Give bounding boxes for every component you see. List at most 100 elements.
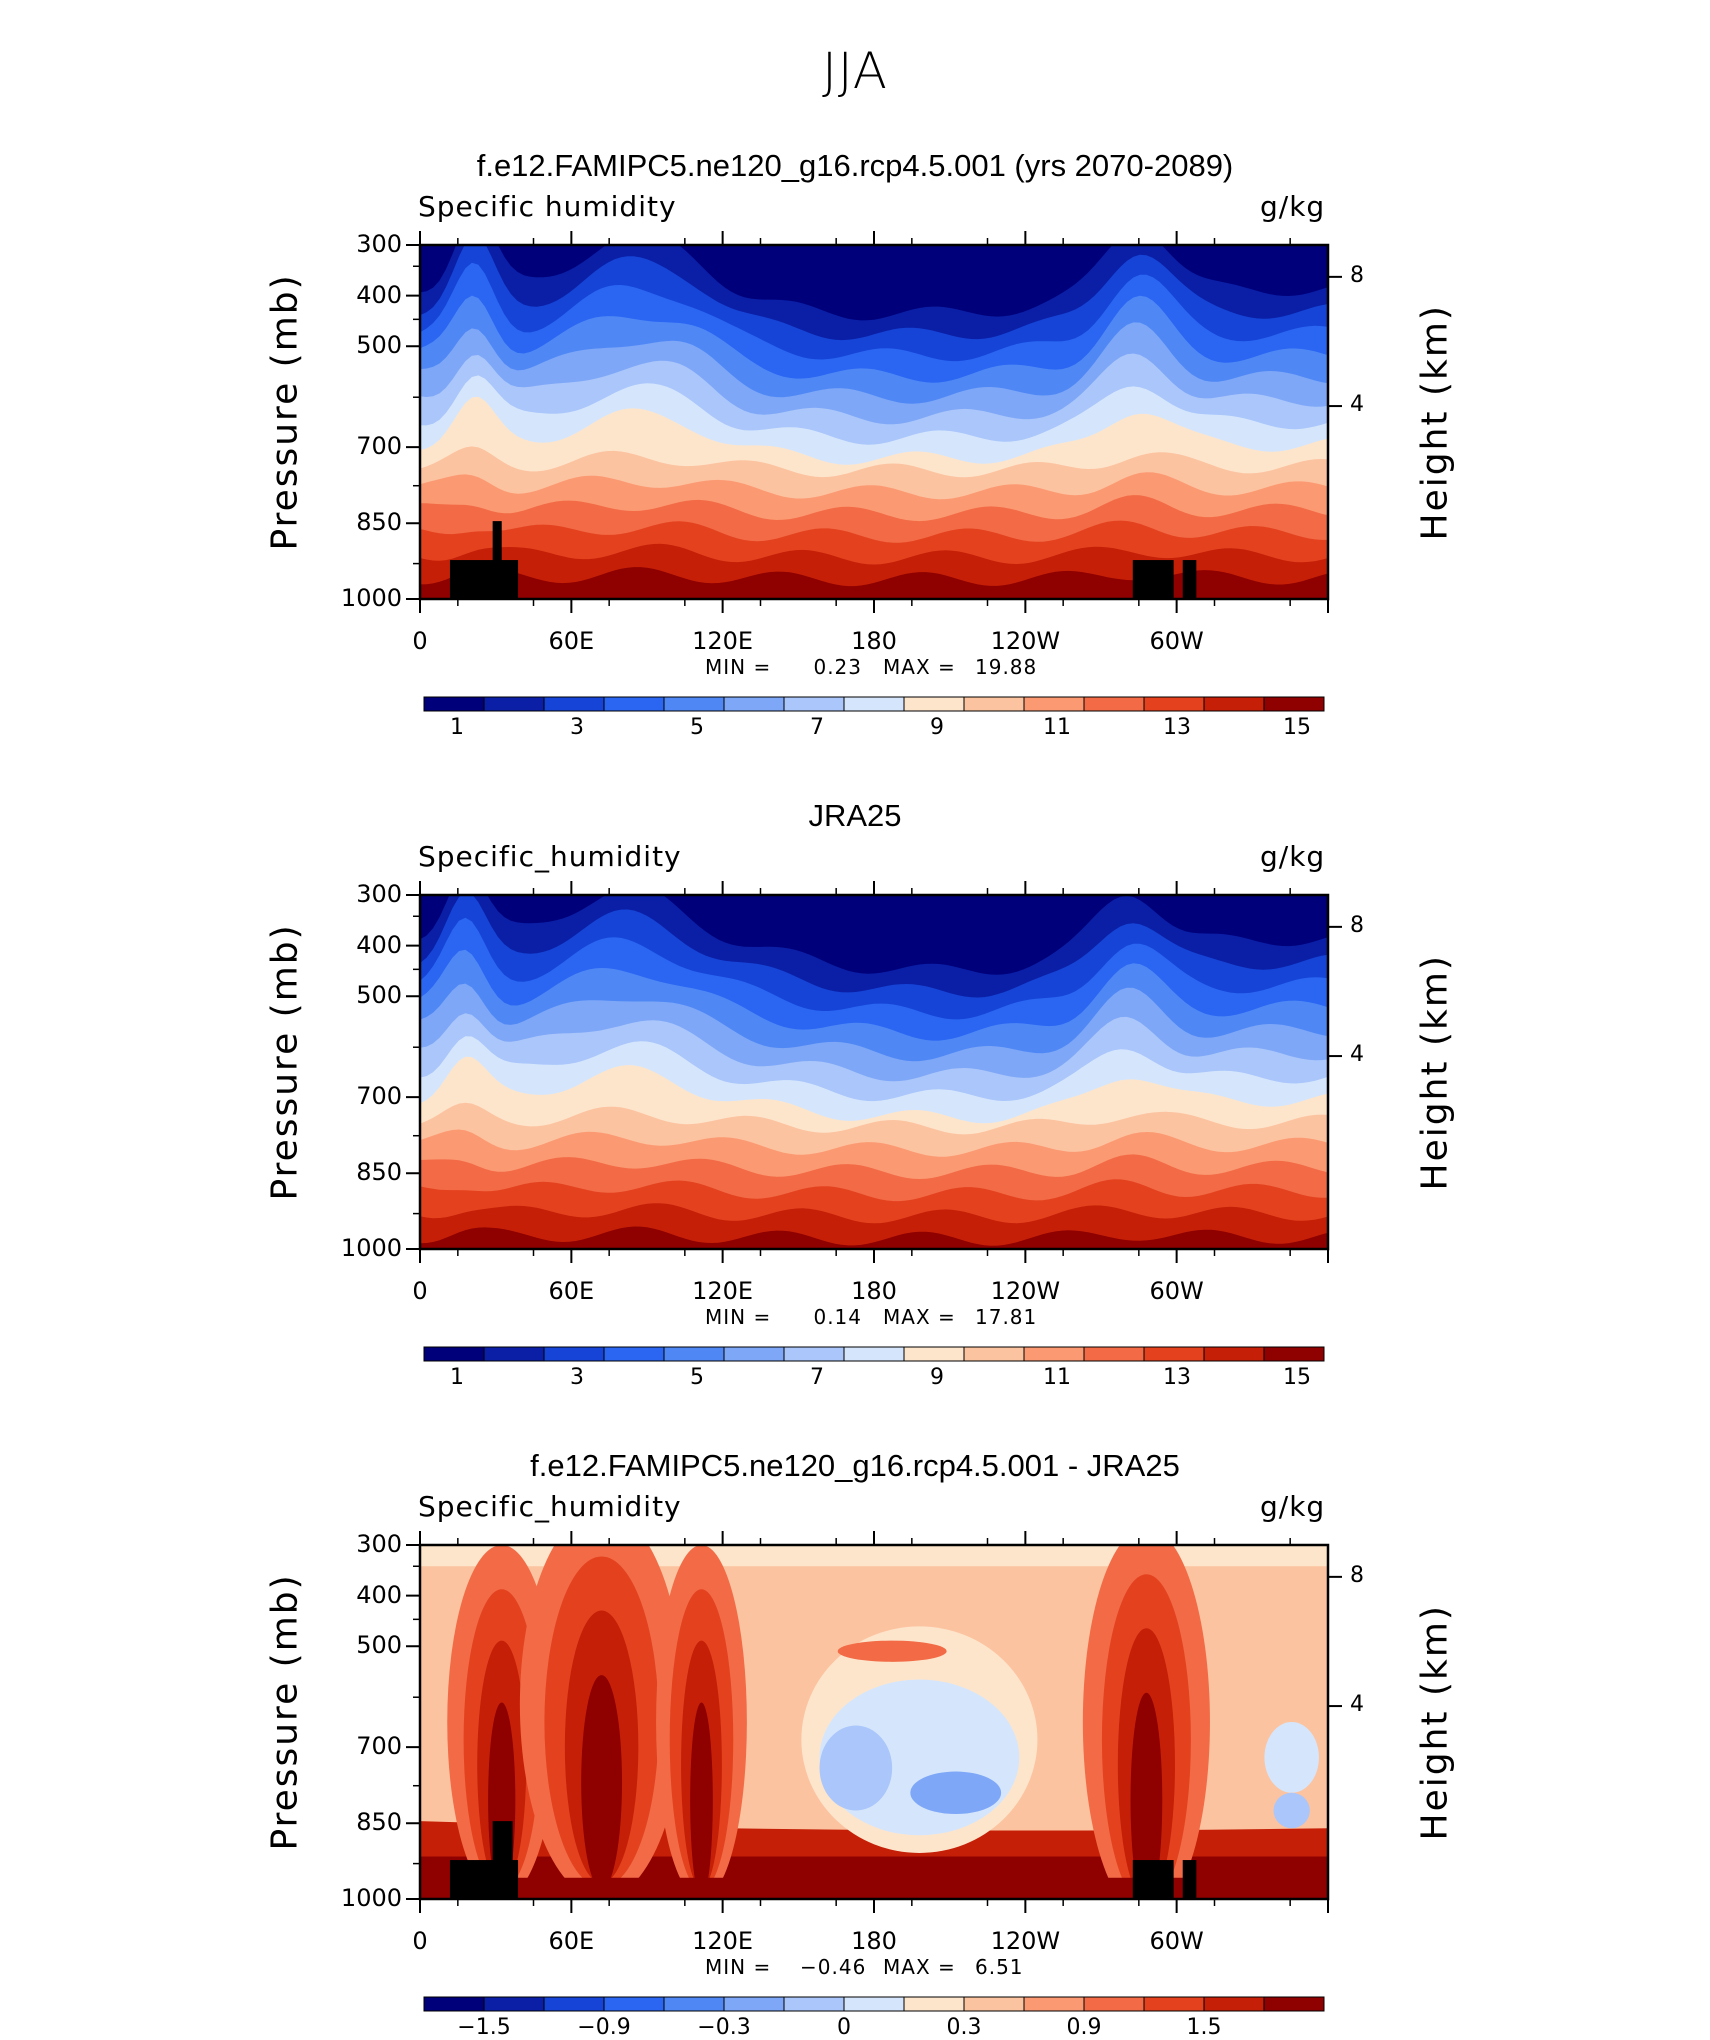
variable-label: Specific_humidity: [418, 1490, 682, 1523]
colorbar-swatch: [1263, 1996, 1325, 2012]
max-value: 6.51: [975, 1955, 1024, 1979]
colorbar-label: 13: [1163, 715, 1191, 740]
colorbar-label: −1.5: [457, 2015, 511, 2040]
x-tick-label: 120E: [692, 627, 754, 655]
colorbar-swatch: [483, 1996, 545, 2012]
y-tick-label: 400: [356, 930, 402, 959]
contour-band: [690, 1702, 713, 1898]
colorbar-swatch: [663, 1996, 725, 2012]
x-tick-label: 120W: [990, 627, 1061, 655]
max-label: MAX =: [883, 1955, 956, 1979]
topography-mask: [1182, 1860, 1197, 1899]
height-tick-label: 8: [1350, 912, 1364, 938]
colorbar-label: 1: [450, 715, 464, 740]
y-tick-label: 300: [356, 880, 402, 908]
topography-mask: [1132, 1860, 1174, 1899]
colorbar: [423, 696, 1325, 712]
colorbar-label: 0: [837, 2015, 851, 2040]
y-tick-label: 500: [356, 1631, 402, 1660]
max-label: MAX =: [883, 655, 956, 679]
x-tick-label: 60E: [548, 1277, 595, 1305]
colorbar-label: 1: [450, 1365, 464, 1390]
contour-plot: [406, 881, 1342, 1362]
colorbar-label: 3: [570, 715, 584, 740]
x-tick-label: 60W: [1149, 1927, 1204, 1955]
y-tick-label: 500: [356, 331, 402, 360]
contour-band: [1273, 1792, 1310, 1829]
x-tick-label: 60E: [548, 1927, 595, 1955]
colorbar-label: 9: [930, 1365, 944, 1390]
min-label: MIN =: [705, 1955, 772, 1979]
y-tick-label: 850: [356, 508, 402, 537]
x-tick-label: 120W: [990, 1277, 1061, 1305]
min-label: MIN =: [705, 655, 772, 679]
contour-band: [420, 1877, 1328, 1899]
colorbar-swatch: [1263, 1346, 1325, 1362]
x-tick-label: 0: [412, 1277, 428, 1305]
topography-mask: [492, 521, 502, 599]
y-tick-label: 850: [356, 1808, 402, 1837]
colorbar-label: 3: [570, 1365, 584, 1390]
colorbar-swatch: [843, 1996, 905, 2012]
y-tick-label: 300: [356, 1530, 402, 1558]
y-tick-label: 700: [356, 1082, 402, 1111]
contour-band: [819, 1725, 893, 1811]
x-tick-label: 60E: [548, 627, 595, 655]
y-tick-label: 850: [356, 1158, 402, 1187]
units-label: g/kg: [1260, 1490, 1326, 1523]
x-tick-label: 120W: [990, 1927, 1061, 1955]
height-tick-label: 8: [1350, 262, 1364, 288]
colorbar-swatch: [423, 1996, 485, 2012]
colorbar-swatch: [1143, 1996, 1205, 2012]
max-value: 17.81: [975, 1305, 1038, 1329]
colorbar-label: 7: [810, 715, 824, 740]
min-value: 0.23: [813, 655, 862, 679]
contour-band: [1130, 1692, 1163, 1899]
y-tick-label: 500: [356, 981, 402, 1010]
colorbar-label: 7: [810, 1365, 824, 1390]
colorbar-label: 11: [1043, 715, 1071, 740]
colorbar-swatch: [1083, 1996, 1145, 2012]
colorbar-label: 5: [690, 1365, 704, 1390]
x-tick-label: 0: [412, 1927, 428, 1955]
x-tick-label: 60W: [1149, 627, 1204, 655]
colorbar-swatch: [1263, 696, 1325, 712]
panel-title: JRA25: [808, 798, 902, 833]
colorbar-label: 5: [690, 715, 704, 740]
y-tick-label: 300: [356, 230, 402, 258]
units-label: g/kg: [1260, 840, 1326, 873]
colorbar-swatch: [783, 1996, 845, 2012]
x-tick-label: 180: [851, 627, 897, 655]
x-tick-label: 60W: [1149, 1277, 1204, 1305]
y-tick-label: 1000: [340, 1234, 402, 1262]
contour-band: [837, 1640, 947, 1662]
colorbar-label: 0.3: [946, 2015, 982, 2040]
min-value: −0.46: [800, 1955, 867, 1979]
contour-band: [420, 566, 1328, 599]
panel-title: f.e12.FAMIPC5.ne120_g16.rcp4.5.001 - JRA…: [530, 1448, 1180, 1483]
height-tick-label: 4: [1350, 392, 1364, 418]
topography-mask: [449, 560, 519, 599]
contour-band: [1264, 1722, 1319, 1793]
contour-band: [581, 1675, 623, 1890]
contour-plot: [406, 1531, 1342, 2012]
variable-label: Specific_humidity: [418, 840, 682, 873]
min-label: MIN =: [705, 1305, 772, 1329]
max-label: MAX =: [883, 1305, 956, 1329]
colorbar-label: 11: [1043, 1365, 1071, 1390]
x-tick-label: 0: [412, 627, 428, 655]
y-tick-label: 1000: [340, 1884, 402, 1912]
colorbar-swatch: [1023, 1996, 1085, 2012]
colorbar: [423, 1996, 1325, 2012]
topography-mask: [1132, 560, 1174, 599]
y-tick-label: 700: [356, 432, 402, 461]
colorbar-label: 9: [930, 715, 944, 740]
panel-title: f.e12.FAMIPC5.ne120_g16.rcp4.5.001 (yrs …: [476, 148, 1234, 183]
y-tick-label: 400: [356, 1580, 402, 1609]
colorbar-swatch: [903, 1996, 965, 2012]
y-tick-label: 1000: [340, 584, 402, 612]
y-tick-label: 400: [356, 280, 402, 309]
colorbar-label: 13: [1163, 1365, 1191, 1390]
contour-band: [910, 1771, 1002, 1815]
colorbar-label: −0.9: [577, 2015, 631, 2040]
